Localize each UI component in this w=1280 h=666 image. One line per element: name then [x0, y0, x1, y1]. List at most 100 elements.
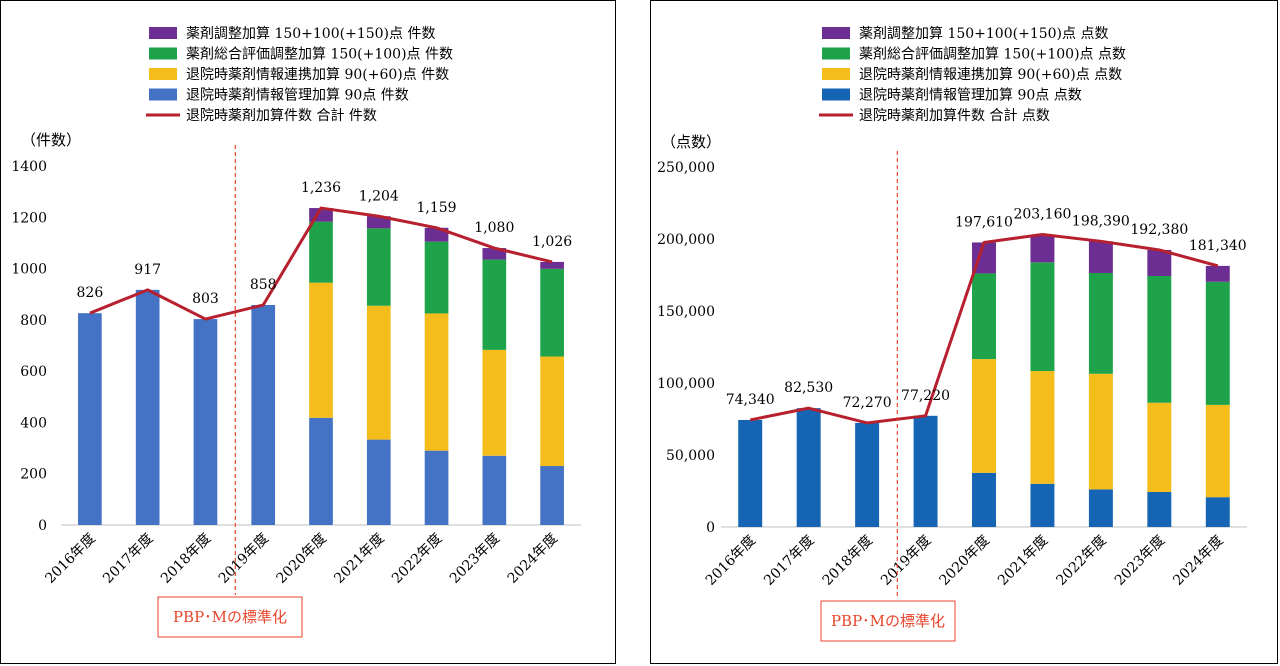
data-label: 1,236: [301, 180, 341, 196]
total-line: [89, 206, 553, 321]
data-label: 192,380: [1130, 222, 1188, 238]
legend-swatch: [822, 88, 850, 101]
data-label: 74,340: [726, 392, 775, 408]
legend-label: 薬剤総合評価調整加算 150(+100)点 件数: [186, 47, 453, 63]
legend-swatch: [149, 68, 177, 80]
annotation-text: PBP･Mの標準化: [831, 612, 945, 630]
data-label: 803: [192, 291, 219, 307]
bar-segment: [309, 221, 333, 283]
total-line: [749, 232, 1219, 425]
bar-segment: [78, 313, 102, 525]
y-tick-label: 250,000: [657, 160, 715, 176]
bar-segment: [540, 268, 564, 357]
bar-segment: [972, 359, 996, 473]
bar-segment: [1205, 265, 1230, 282]
legend-swatch: [149, 88, 177, 101]
bar-segment: [366, 305, 391, 440]
legend-label: 退院時薬剤加算件数 合計 点数: [859, 108, 1050, 124]
legend-swatch: [822, 27, 850, 39]
y-tick-label: 400: [20, 415, 47, 431]
y-tick-label: 600: [20, 364, 47, 380]
bar-segment: [424, 313, 449, 451]
y-tick-label: 150,000: [657, 304, 715, 320]
bar-segment: [135, 289, 160, 525]
bar-segment: [855, 422, 880, 527]
data-label: 1,159: [417, 200, 457, 216]
legend-label: 退院時薬剤加算件数 合計 件数: [186, 108, 377, 124]
data-label: 77,220: [901, 388, 950, 404]
x-tick-label: 2024年度: [1170, 533, 1226, 589]
data-label: 917: [134, 262, 161, 278]
bar-segment: [366, 216, 391, 229]
legend-swatch: [149, 47, 177, 60]
bar-segment: [482, 259, 507, 350]
data-label: 1,026: [532, 234, 572, 250]
bar-segment: [482, 455, 507, 525]
legend-label: 退院時薬剤情報連携加算 90(+60)点 件数: [186, 67, 449, 83]
bar-segment: [193, 319, 218, 525]
x-tick-label: 2018年度: [158, 531, 214, 587]
bar-segment: [1147, 402, 1172, 493]
y-axis-label: （点数）: [661, 133, 721, 151]
bar-segment: [1030, 371, 1055, 484]
x-tick-label: 2017年度: [761, 533, 817, 589]
bar-segment: [1147, 249, 1172, 277]
bar-segment: [913, 415, 938, 527]
x-tick-label: 2024年度: [505, 531, 561, 587]
x-tick-label: 2020年度: [274, 531, 330, 587]
bar-segment: [1030, 262, 1055, 372]
bar-segment: [424, 241, 449, 314]
x-tick-label: 2016年度: [703, 533, 759, 589]
x-tick-label: 2023年度: [1112, 533, 1168, 589]
data-label: 203,160: [1013, 206, 1071, 222]
y-tick-label: 1000: [11, 262, 47, 278]
bar-segment: [1030, 483, 1055, 527]
data-label: 198,390: [1072, 213, 1130, 229]
bar-segment: [972, 472, 996, 527]
data-label: 197,610: [955, 214, 1013, 230]
data-label: 181,340: [1189, 238, 1247, 254]
data-label: 858: [250, 277, 277, 293]
bar-segment: [251, 304, 276, 525]
bar-segment: [1147, 492, 1172, 527]
bar-segment: [482, 248, 507, 260]
x-tick-label: 2021年度: [331, 531, 387, 587]
x-tick-label: 2023年度: [447, 531, 503, 587]
bar-segment: [540, 466, 564, 525]
legend-label: 退院時薬剤情報連携加算 90(+60)点 点数: [859, 67, 1122, 83]
bar-segment: [482, 349, 507, 456]
bar-segment: [540, 356, 564, 467]
bar-segment: [796, 408, 821, 527]
x-tick-label: 2022年度: [389, 531, 445, 587]
x-tick-label: 2017年度: [100, 531, 156, 587]
x-tick-label: 2022年度: [1053, 533, 1109, 589]
legend-label: 薬剤調整加算 150+100(+150)点 件数: [186, 26, 435, 42]
y-tick-label: 0: [706, 520, 715, 536]
bar-segment: [1088, 272, 1113, 374]
bar-segment: [1088, 489, 1113, 527]
legend-swatch: [822, 68, 850, 80]
y-tick-label: 100,000: [657, 376, 715, 392]
y-tick-label: 1400: [11, 159, 47, 175]
y-tick-label: 200,000: [657, 232, 715, 248]
data-label: 82,530: [784, 380, 833, 396]
bar-segment: [1088, 373, 1113, 490]
legend-label: 薬剤調整加算 150+100(+150)点 点数: [859, 26, 1108, 42]
data-label: 1,080: [474, 220, 514, 236]
legend-label: 退院時薬剤情報管理加算 90点 点数: [859, 88, 1082, 104]
bar-segment: [366, 228, 391, 306]
annotation-box: [157, 596, 303, 638]
x-tick-label: 2021年度: [995, 533, 1051, 589]
bar-segment: [1147, 276, 1172, 403]
bar-segment: [1030, 234, 1055, 263]
data-label: 1,204: [359, 188, 399, 204]
x-tick-label: 2019年度: [216, 531, 272, 587]
x-tick-label: 2020年度: [937, 533, 993, 589]
bar-segment: [972, 242, 996, 274]
y-tick-label: 1200: [11, 210, 47, 226]
y-tick-label: 800: [20, 313, 47, 329]
annotation-text: PBP･Mの標準化: [173, 608, 287, 626]
x-tick-label: 2016年度: [42, 531, 98, 587]
data-label: 72,270: [843, 395, 892, 411]
